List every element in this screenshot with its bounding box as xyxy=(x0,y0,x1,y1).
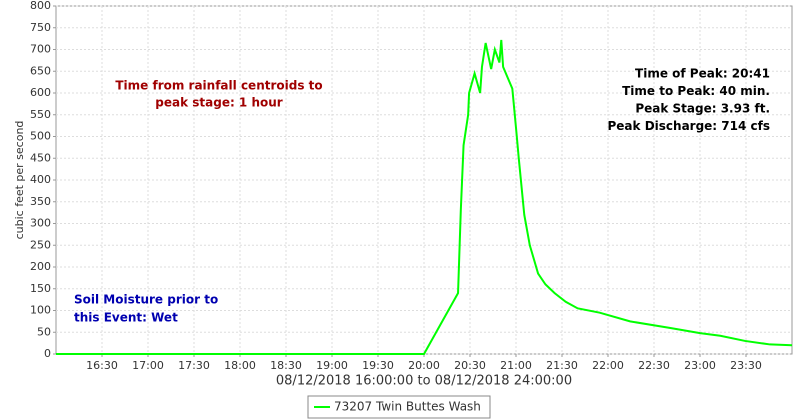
x-tick-label: 21:00 xyxy=(500,359,532,372)
y-tick-label: 400 xyxy=(30,173,51,186)
annotation: Time of Peak: 20:41 xyxy=(635,67,770,81)
y-tick-label: 700 xyxy=(30,43,51,56)
y-tick-label: 250 xyxy=(30,238,51,251)
y-tick-label: 500 xyxy=(30,130,51,143)
y-tick-label: 650 xyxy=(30,64,51,77)
y-tick-label: 450 xyxy=(30,151,51,164)
legend xyxy=(307,395,491,419)
data-line xyxy=(56,39,793,355)
x-tick-label: 20:00 xyxy=(408,359,440,372)
annotation: Time to Peak: 40 min. xyxy=(622,84,770,98)
x-tick-label: 23:00 xyxy=(684,359,716,372)
annotation: Peak Discharge: 714 cfs xyxy=(608,119,771,133)
x-tick-label: 19:00 xyxy=(316,359,348,372)
x-tick-label: 21:30 xyxy=(546,359,578,372)
y-tick-label: 600 xyxy=(30,86,51,99)
annotation: Soil Moisture prior to xyxy=(74,293,218,307)
x-tick-label: 22:30 xyxy=(638,359,670,372)
annotation: this Event: Wet xyxy=(74,311,178,325)
x-tick-label: 20:30 xyxy=(454,359,486,372)
y-tick-label: 550 xyxy=(30,108,51,121)
y-axis-label: cubic feet per second xyxy=(13,121,26,240)
x-tick-label: 17:30 xyxy=(178,359,210,372)
y-tick-label: 300 xyxy=(30,217,51,230)
y-tick-label: 350 xyxy=(30,195,51,208)
y-tick-label: 800 xyxy=(30,0,51,12)
x-tick-label: 18:30 xyxy=(270,359,302,372)
y-tick-label: 100 xyxy=(30,304,51,317)
x-tick-label: 18:00 xyxy=(224,359,256,372)
y-tick-label: 0 xyxy=(44,347,51,360)
legend-label: 73207 Twin Buttes Wash xyxy=(334,400,481,414)
x-axis-label: 08/12/2018 16:00:00 to 08/12/2018 24:00:… xyxy=(276,374,572,389)
annotation: peak stage: 1 hour xyxy=(155,96,283,110)
y-tick-label: 50 xyxy=(37,325,51,338)
x-tick-label: 19:30 xyxy=(362,359,394,372)
x-tick-label: 23:30 xyxy=(730,359,762,372)
annotation: Peak Stage: 3.93 ft. xyxy=(635,102,770,116)
x-tick-label: 17:00 xyxy=(132,359,164,372)
x-tick-label: 22:00 xyxy=(592,359,624,372)
annotation: Time from rainfall centroids to xyxy=(115,79,322,93)
y-tick-label: 150 xyxy=(30,282,51,295)
y-tick-label: 750 xyxy=(30,21,51,34)
x-tick-label: 16:30 xyxy=(86,359,118,372)
y-tick-label: 200 xyxy=(30,260,51,273)
